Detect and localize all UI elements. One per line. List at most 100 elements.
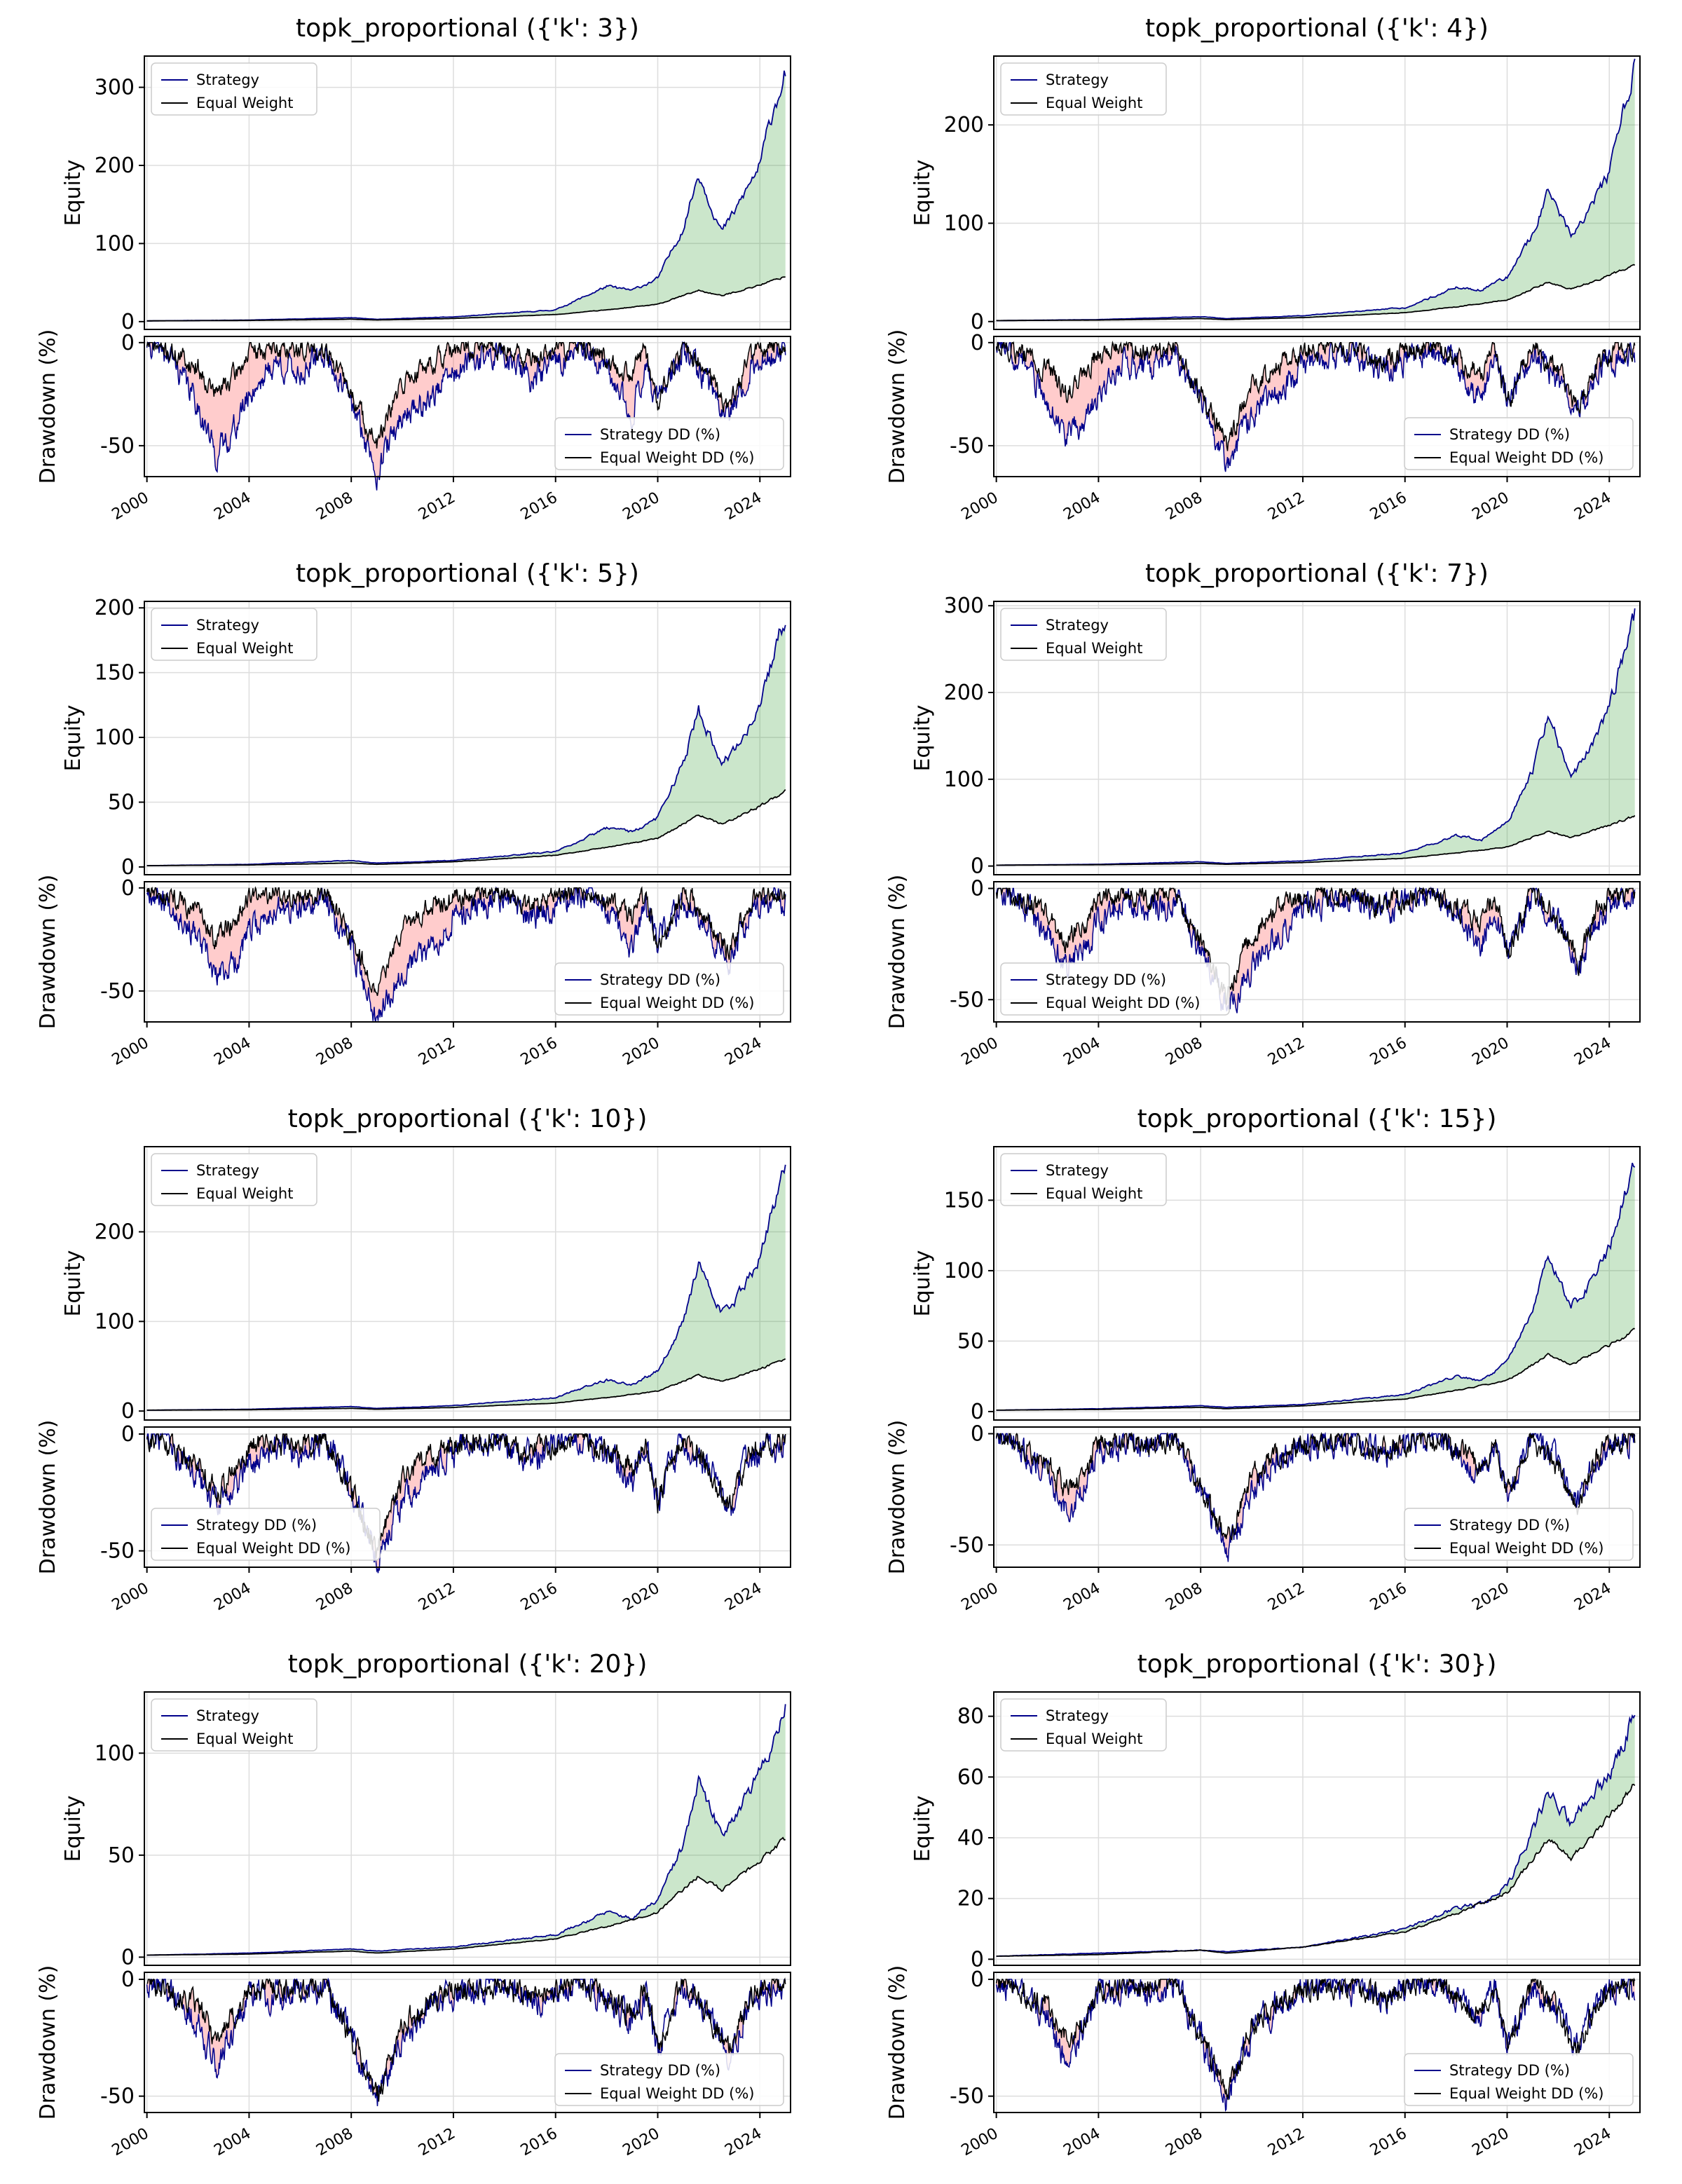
drawdown-axes: 0 -50 Drawdown (%) Strategy DD (%) Equal Wei… [885, 329, 1641, 524]
drawdown-ylabel: Drawdown (%) [885, 329, 910, 484]
equity-axes: 0 20 40 60 80 Equity Strategy Equal Weight [910, 1691, 1641, 1972]
drawdown-frame [993, 336, 1641, 477]
equity-axes: 0 100 200 300 Equity Strategy Equal Weight [910, 594, 1641, 879]
y-tick-label: 50 [957, 1329, 984, 1353]
legend-box [554, 2053, 784, 2106]
equal-weight-drawdown-line [995, 1431, 1636, 1541]
y-tick-label: 80 [957, 1705, 984, 1729]
legend-strategy-dd-label: Strategy DD (%) [1449, 2062, 1570, 2079]
equity-frame [144, 55, 791, 330]
equity-legend: Strategy Equal Weight [1000, 608, 1167, 661]
x-tick-label: 2004 [1060, 1580, 1103, 1615]
drawdown-legend: Strategy DD (%) Equal Weight DD (%) [554, 417, 784, 470]
equity-frame [993, 1146, 1641, 1421]
drawdown-frame [144, 336, 791, 477]
legend-strategy-dd-label: Strategy DD (%) [196, 1517, 317, 1534]
panel-8: topk_proportional ({'k': 30}) 0 20 40 60 80 Eq… [885, 1650, 1641, 2160]
y-tick-label: 0 [971, 310, 984, 334]
equal-weight-equity-line [996, 1783, 1636, 1957]
y-tick-label: 0 [121, 1945, 135, 1970]
y-tick-label: 0 [971, 1422, 984, 1447]
legend-strategy-dd-label: Strategy DD (%) [600, 2062, 720, 2079]
x-tick-label: 2012 [1265, 2125, 1308, 2160]
legend-strategy-dd-label: Strategy DD (%) [1449, 1517, 1570, 1534]
legend-strategy-dd-label: Strategy DD (%) [600, 426, 720, 443]
panel-title: topk_proportional ({'k': 3}) [296, 14, 639, 43]
y-tick-label: 0 [971, 1967, 984, 1992]
x-tick-label: 2012 [416, 1580, 458, 1615]
y-tick-label: 0 [121, 855, 135, 880]
y-tick-label: 0 [121, 331, 135, 355]
x-tick-label: 2012 [416, 1035, 458, 1070]
equity-frame [144, 601, 791, 875]
y-tick-label: 200 [95, 1220, 135, 1244]
equity-ylabel: Equity [910, 705, 935, 772]
y-tick-label: 0 [121, 1422, 135, 1447]
legend-equal-weight-dd-label: Equal Weight DD (%) [1449, 2085, 1604, 2102]
equal-weight-equity-line [146, 1358, 786, 1411]
equal-weight-drawdown-line [995, 886, 1636, 1006]
x-tick-label: 2004 [1060, 2125, 1103, 2160]
drawdown-ylabel: Drawdown (%) [36, 1420, 60, 1575]
y-tick-label: 20 [957, 1887, 984, 1911]
legend-equal-weight-label: Equal Weight [196, 1185, 293, 1202]
x-tick-label: 2004 [1060, 489, 1103, 524]
x-tick-label: 2012 [1265, 489, 1308, 524]
legend-strategy-label: Strategy [196, 1162, 259, 1179]
x-tick-label: 2020 [1470, 1035, 1512, 1070]
drawdown-frame [144, 1426, 791, 1568]
x-tick-label: 2020 [620, 489, 663, 524]
x-tick-label: 2000 [109, 489, 152, 524]
x-tick-label: 2000 [959, 1035, 1001, 1070]
y-tick-label: 100 [95, 725, 135, 750]
drawdown-ylabel: Drawdown (%) [885, 875, 910, 1030]
equal-weight-equity-line [996, 1328, 1635, 1411]
underperformance-fill [146, 1434, 786, 1574]
legend-strategy-label: Strategy [1046, 617, 1109, 634]
panel-2: topk_proportional ({'k': 4}) 0 100 200 Equit… [885, 14, 1641, 524]
legend-strategy-label: Strategy [1046, 71, 1109, 88]
equal-weight-equity-line [996, 264, 1636, 322]
legend-equal-weight-label: Equal Weight [196, 95, 293, 111]
equity-ylabel: Equity [61, 1796, 86, 1862]
y-tick-label: 300 [944, 594, 984, 618]
x-tick-label: 2012 [1265, 1035, 1308, 1070]
equal-weight-equity-line [146, 789, 786, 867]
y-tick-label: -50 [950, 988, 984, 1012]
legend-box [1000, 962, 1230, 1016]
x-tick-label: 2008 [313, 2125, 356, 2160]
legend-box [151, 1698, 317, 1752]
panel-6: topk_proportional ({'k': 15}) 0 50 100 150 Eq… [885, 1105, 1641, 1615]
legend-box [1404, 1508, 1634, 1561]
x-tick-label: 2008 [313, 1580, 356, 1615]
y-tick-label: -50 [100, 979, 135, 1004]
y-tick-label: 200 [944, 681, 984, 705]
legend-strategy-dd-label: Strategy DD (%) [600, 971, 720, 988]
y-tick-label: 0 [121, 1967, 135, 1992]
y-tick-label: 0 [971, 1947, 984, 1972]
drawdown-frame [144, 881, 791, 1023]
equity-axes: 0 50 100 150 Equity Strategy Equal Weight [910, 1146, 1641, 1424]
equity-frame [993, 55, 1641, 330]
x-tick-label: 2008 [1163, 2125, 1205, 2160]
y-tick-label: -50 [100, 1539, 135, 1564]
x-tick-label: 2016 [518, 2125, 561, 2160]
drawdown-axes: 0 -50 Drawdown (%) Strategy DD (%) Equal Wei… [885, 875, 1641, 1070]
drawdown-ylabel: Drawdown (%) [36, 329, 60, 484]
panel-title: topk_proportional ({'k': 7}) [1145, 559, 1489, 588]
drawdown-frame [993, 881, 1641, 1023]
equal-weight-drawdown-line [995, 340, 1636, 451]
equity-frame [993, 601, 1641, 875]
legend-strategy-label: Strategy [196, 71, 259, 88]
y-tick-label: 100 [95, 1309, 135, 1334]
strategy-equity-line [146, 625, 786, 866]
panel-5: topk_proportional ({'k': 10}) 0 100 200 Equi… [36, 1105, 791, 1614]
legend-box [554, 417, 784, 470]
x-tick-label: 2000 [109, 1035, 152, 1070]
strategy-drawdown-line [995, 341, 1636, 472]
x-tick-label: 2004 [211, 1035, 254, 1070]
x-tick-label: 2024 [1571, 1580, 1614, 1615]
y-tick-label: 40 [957, 1826, 984, 1850]
x-tick-label: 2004 [211, 1580, 254, 1615]
legend-box [1404, 2053, 1634, 2106]
